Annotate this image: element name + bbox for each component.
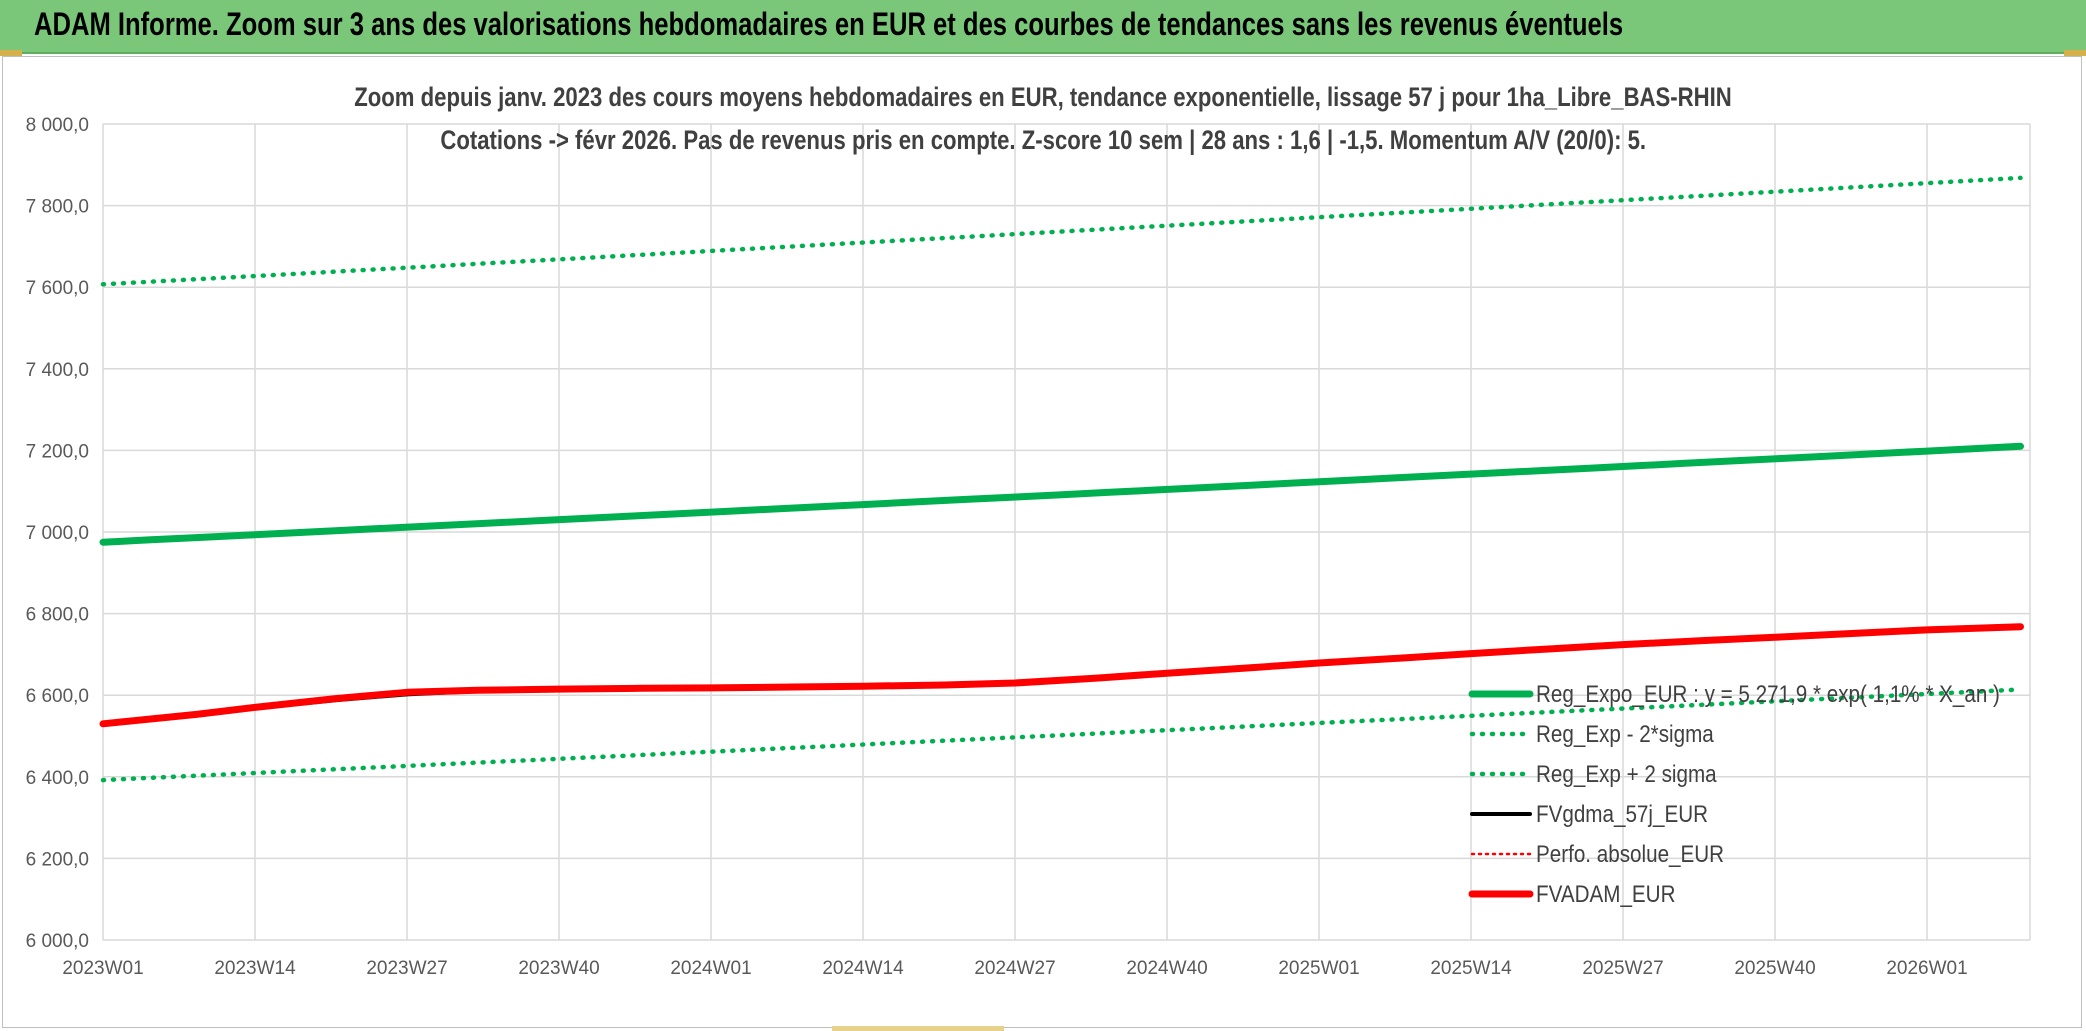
chart-legend: Reg_Expo_EUR : y = 5 271,9 * exp( 1,1% *… — [1468, 681, 2000, 908]
corner-marker-left — [0, 50, 22, 56]
x-tick-label: 2023W40 — [518, 958, 599, 979]
chart-series — [99, 175, 2024, 783]
x-tick-label: 2024W40 — [1126, 958, 1207, 979]
x-tick-label: 2025W01 — [1278, 958, 1359, 979]
y-tick-label: 8 000,0 — [26, 115, 89, 136]
series-line-0 — [99, 442, 2024, 546]
y-tick-label: 7 200,0 — [26, 441, 89, 462]
x-tick-label: 2024W01 — [670, 958, 751, 979]
series-line-2 — [100, 175, 2023, 287]
chart-title-line1: Zoom depuis janv. 2023 des cours moyens … — [354, 82, 1732, 112]
legend-label: FVADAM_EUR — [1536, 881, 1675, 908]
x-tick-label: 2024W14 — [822, 958, 904, 979]
chart-grid — [102, 123, 2031, 941]
x-tick-label: 2024W27 — [974, 958, 1055, 979]
y-tick-label: 6 200,0 — [26, 849, 89, 870]
legend-label: Reg_Exp + 2 sigma — [1536, 761, 1717, 788]
report-banner: ADAM Informe. Zoom sur 3 ans des valoris… — [0, 0, 2086, 54]
y-tick-label: 6 400,0 — [26, 768, 89, 789]
legend-label: Reg_Exp - 2*sigma — [1536, 721, 1714, 748]
x-tick-label: 2026W01 — [1886, 958, 1967, 979]
y-tick-label: 7 000,0 — [26, 523, 89, 544]
legend-label: FVgdma_57j_EUR — [1536, 801, 1708, 828]
series-line-5 — [99, 623, 2024, 728]
y-tick-label: 6 600,0 — [26, 686, 89, 707]
corner-marker-right — [2064, 50, 2086, 56]
x-tick-label: 2025W40 — [1734, 958, 1815, 979]
y-tick-label: 7 600,0 — [26, 278, 89, 299]
chart-frame — [2, 56, 2082, 1028]
x-tick-label: 2023W14 — [214, 958, 296, 979]
y-tick-label: 7 400,0 — [26, 360, 89, 381]
legend-label: Reg_Expo_EUR : y = 5 271,9 * exp( 1,1% *… — [1536, 681, 2000, 708]
y-axis-ticks: 8 000,0 7 800,0 7 600,0 7 400,0 7 200,0 7 000… — [26, 115, 89, 952]
bottom-marker — [832, 1026, 1004, 1031]
y-tick-label: 7 800,0 — [26, 197, 89, 218]
chart-title-line2: Cotations -> févr 2026. Pas de revenus p… — [440, 125, 1646, 155]
x-tick-label: 2023W27 — [366, 958, 447, 979]
y-tick-label: 6 000,0 — [26, 931, 89, 952]
x-tick-label: 2023W01 — [62, 958, 143, 979]
x-axis-ticks: 2023W01 2023W14 2023W27 2023W40 2024W01 2024W… — [62, 958, 1967, 979]
legend-label: Perfo. absolue_EUR — [1536, 841, 1724, 868]
x-tick-label: 2025W14 — [1430, 958, 1512, 979]
y-tick-label: 6 800,0 — [26, 605, 89, 626]
banner-title: ADAM Informe. Zoom sur 3 ans des valoris… — [34, 6, 1624, 42]
series-line-1 — [100, 687, 2023, 783]
x-tick-label: 2025W27 — [1582, 958, 1663, 979]
